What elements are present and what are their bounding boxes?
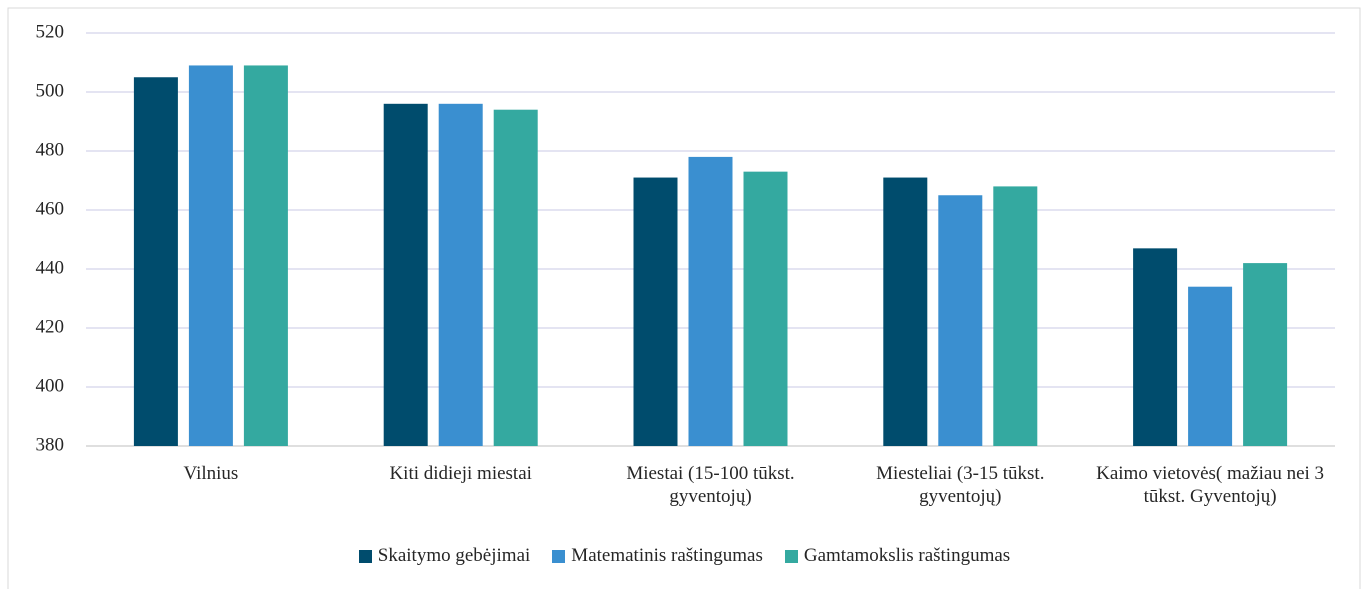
legend-item: Gamtamokslis raštingumas: [784, 545, 1011, 567]
x-tick-label: Kaimo vietovės( mažiau nei 3 tūkst. Gyve…: [1096, 463, 1325, 507]
legend-swatch: [784, 549, 798, 563]
bar: [1243, 263, 1288, 446]
x-tick-label: Vilnius: [183, 463, 239, 484]
legend-label: Matematinis raštingumas: [571, 545, 763, 566]
y-tick-label: 380: [36, 434, 65, 455]
y-tick-label: 480: [36, 139, 65, 160]
bar: [243, 65, 288, 446]
y-tick-label: 460: [36, 198, 65, 219]
bar: [1188, 286, 1233, 446]
y-tick-label: 500: [36, 80, 65, 101]
legend-item: Matematinis raštingumas: [552, 545, 763, 567]
bar: [438, 103, 483, 447]
bar: [938, 195, 983, 446]
y-tick-label: 440: [36, 257, 65, 278]
legend: Skaitymo gebėjimai Matematinis raštinguma…: [0, 545, 1369, 567]
legend-item: Skaitymo gebėjimai: [358, 545, 531, 567]
y-tick-label: 520: [36, 21, 65, 42]
legend-swatch: [552, 549, 566, 563]
bar: [1133, 248, 1178, 446]
bar: [493, 109, 538, 446]
bar: [688, 156, 733, 446]
x-tick-label: Miestai (15-100 tūkst. gyventojų): [626, 463, 795, 507]
x-tick-label: Miesteliai (3-15 tūkst. gyventojų): [876, 463, 1045, 507]
x-tick-label: Kiti didieji miestai: [389, 463, 532, 484]
bar: [133, 77, 178, 446]
legend-label: Skaitymo gebėjimai: [377, 545, 531, 566]
bar: [883, 177, 928, 447]
bar: [383, 103, 428, 447]
y-tick-label: 400: [36, 375, 65, 396]
y-tick-label: 420: [36, 316, 65, 337]
bar: [188, 65, 233, 446]
legend-label: Gamtamokslis raštingumas: [803, 545, 1011, 566]
chart-border: [7, 7, 1361, 589]
bar: [633, 177, 678, 447]
bar: [743, 171, 788, 446]
bar: [993, 186, 1038, 446]
legend-swatch: [358, 549, 372, 563]
